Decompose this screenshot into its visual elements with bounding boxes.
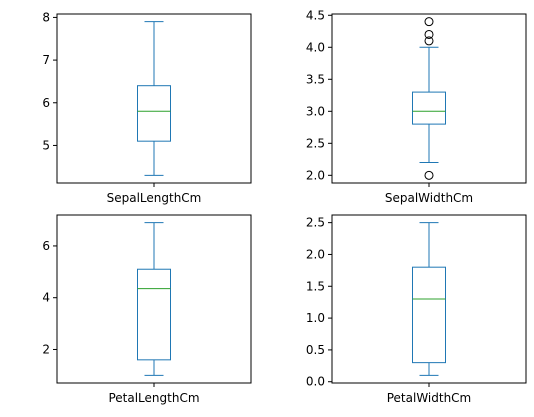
- category-label: PetalWidthCm: [387, 391, 472, 405]
- outlier-point: [424, 17, 434, 27]
- outlier-point: [424, 170, 434, 180]
- y-tick-label: 0.0: [306, 375, 325, 389]
- category-label: SepalLengthCm: [107, 191, 202, 205]
- category-label: SepalWidthCm: [385, 191, 473, 205]
- outlier-point: [424, 36, 434, 46]
- y-tick-label: 4.5: [306, 8, 325, 22]
- y-tick-label: 4: [42, 291, 50, 305]
- y-tick-label: 5: [42, 138, 50, 152]
- y-tick-label: 2.5: [306, 216, 325, 230]
- boxplot-panel: 5 6 7 8 SepalLengthCm: [42, 10, 252, 205]
- y-tick-label: 1.5: [306, 279, 325, 293]
- boxplot-panel: 0.0 0.5 1.0 1.5 2.0 2.5 PetalWidthCm: [306, 214, 527, 405]
- iqr-box: [412, 266, 446, 364]
- y-tick-label: 2.0: [306, 247, 325, 261]
- y-tick-label: 4.0: [306, 40, 325, 54]
- y-tick-label: 2.5: [306, 136, 325, 150]
- y-tick-label: 0.5: [306, 343, 325, 357]
- y-tick-label: 3.5: [306, 72, 325, 86]
- outlier-point: [424, 29, 434, 39]
- iqr-box: [137, 268, 171, 361]
- y-tick-label: 6: [42, 96, 50, 110]
- y-tick-label: 8: [42, 10, 50, 24]
- y-tick-label: 1.0: [306, 311, 325, 325]
- y-tick-label: 2.0: [306, 168, 325, 182]
- category-label: PetalLengthCm: [108, 391, 199, 405]
- iqr-box: [137, 85, 171, 142]
- y-tick-label: 7: [42, 53, 50, 67]
- y-tick-label: 6: [42, 239, 50, 253]
- y-tick-label: 2: [42, 342, 50, 356]
- boxplot-panel: 2 4 6 PetalLengthCm: [42, 214, 252, 405]
- y-tick-label: 3.0: [306, 104, 325, 118]
- iqr-box: [412, 91, 446, 125]
- boxplot-panel: 2.0 2.5 3.0 3.5 4.0 4.5 SepalWidthCm: [306, 8, 527, 205]
